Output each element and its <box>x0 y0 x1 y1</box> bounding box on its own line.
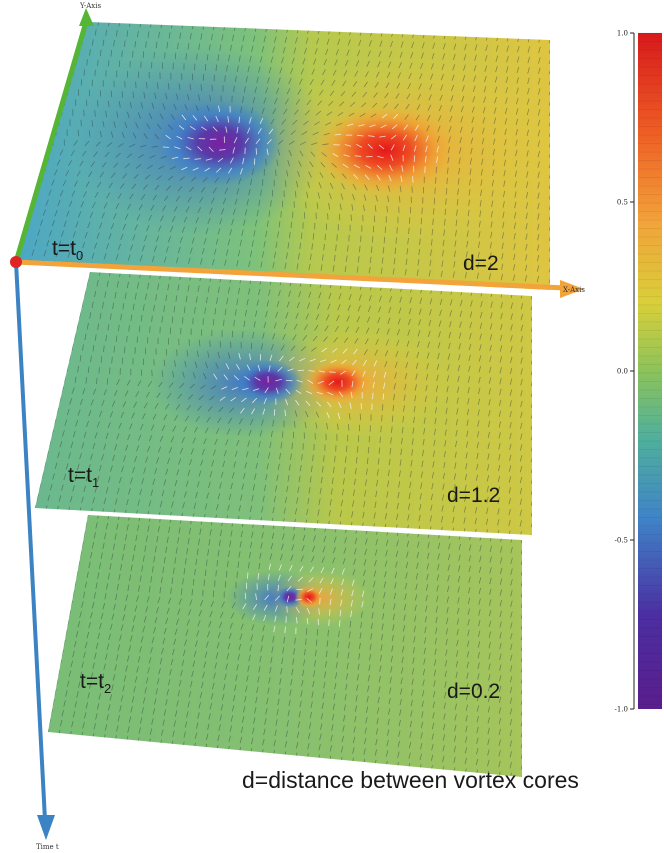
time-axis-arrowhead-icon <box>37 815 55 840</box>
vector-field-arrows <box>18 22 550 290</box>
y-axis <box>13 8 94 263</box>
vector-field-arrows <box>35 272 532 535</box>
distance-label-t2: d=0.2 <box>447 680 500 703</box>
colorbar-tick-label: 1.0 <box>617 30 628 38</box>
colorbar: 1.0 0.5 0.0 -0.5 -1.0 <box>615 30 662 714</box>
colorbar-ticks: 1.0 0.5 0.0 -0.5 -1.0 <box>615 30 634 714</box>
colorbar-tick-label: -1.0 <box>615 706 629 714</box>
colorbar-bands <box>638 32 662 705</box>
y-axis-label: Y-Axis <box>79 2 101 10</box>
colorbar-tick-label: 0.0 <box>617 368 628 376</box>
x-axis-arrowhead-icon <box>560 280 584 298</box>
slice-label-t2: t=t2 <box>80 670 111 696</box>
time-axis-label: Time t <box>36 843 59 851</box>
slice-plane-t1 <box>35 272 532 535</box>
slice-label-t0: t=t0 <box>52 237 83 263</box>
colorbar-tick-label: -0.5 <box>615 537 629 545</box>
y-axis-arrowhead-icon <box>79 8 94 26</box>
colorbar-tick-label: 0.5 <box>617 199 628 207</box>
slice-plane-t2 <box>48 515 522 777</box>
x-axis <box>15 259 584 298</box>
colorbar-gradient <box>638 33 662 709</box>
slice-label-t1: t=t1 <box>68 464 99 490</box>
time-axis <box>14 261 55 840</box>
distance-label-t1: d=1.2 <box>447 484 500 507</box>
caption: d=distance between vortex cores <box>242 767 579 793</box>
origin-point <box>10 256 22 268</box>
distance-label-t0: d=2 <box>463 252 499 275</box>
slice-plane-t0 <box>18 22 550 290</box>
x-axis-label: X-Axis <box>563 286 585 294</box>
